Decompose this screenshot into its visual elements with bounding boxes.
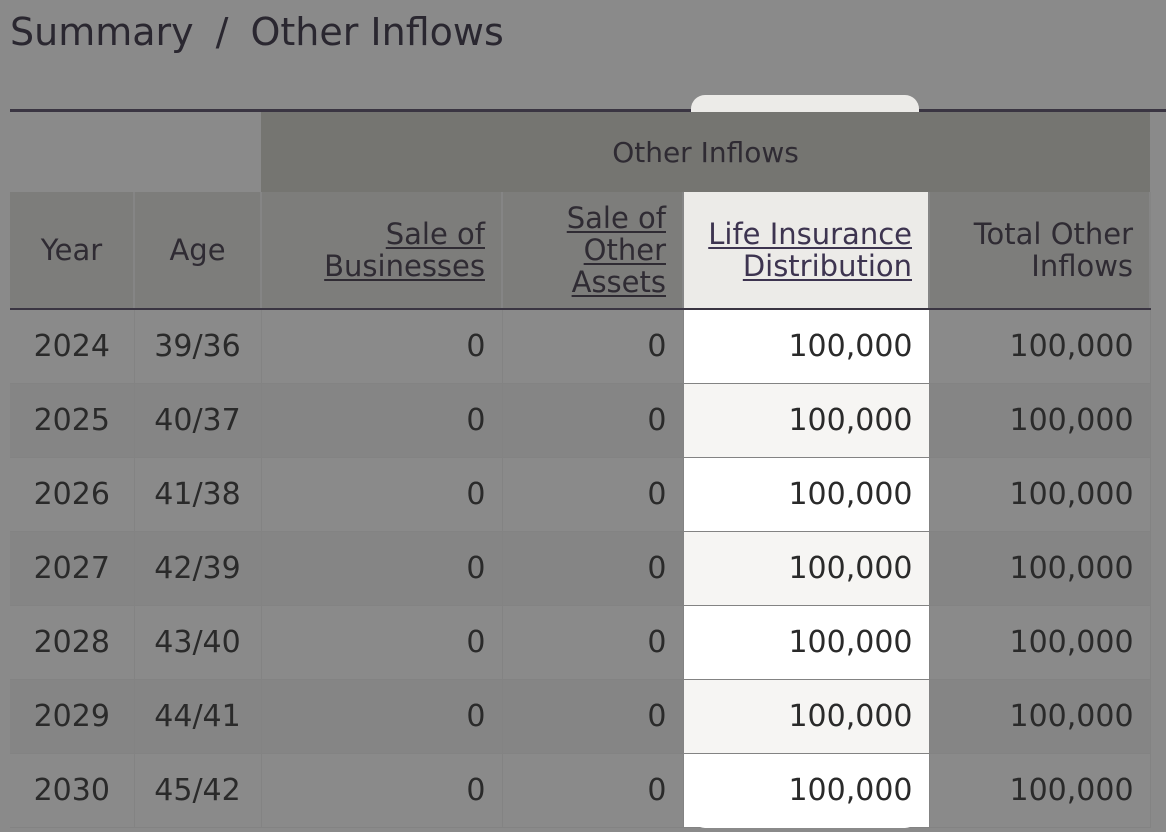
column-header-age: Age — [134, 192, 262, 310]
table-row: 2024 39/36 0 0 100,000 100,000 — [10, 309, 1151, 384]
cell-total-other-inflows: 100,000 — [929, 753, 1151, 828]
cell-sale-of-other-assets: 0 — [502, 309, 684, 384]
breadcrumb-separator: / — [215, 10, 229, 54]
highlight-top-cap — [691, 95, 919, 115]
cell-year: 2027 — [10, 531, 135, 606]
cell-life-insurance-distribution: 100,000 — [683, 679, 930, 754]
cell-sale-of-other-assets: 0 — [502, 457, 684, 532]
cell-age: 43/40 — [134, 605, 262, 680]
cell-sale-of-other-assets: 0 — [502, 679, 684, 754]
table-row: 2030 45/42 0 0 100,000 100,000 — [10, 753, 1151, 828]
table-body: 2024 39/36 0 0 100,000 100,000 2025 40/37 0 0 100,… — [10, 309, 1151, 828]
cell-sale-of-businesses: 0 — [261, 531, 503, 606]
cell-total-other-inflows: 100,000 — [929, 531, 1151, 606]
table-row: 2026 41/38 0 0 100,000 100,000 — [10, 457, 1151, 532]
group-header-other-inflows: Other Inflows — [261, 112, 1151, 192]
column-header-year: Year — [10, 192, 135, 310]
cell-year: 2028 — [10, 605, 135, 680]
cell-age: 45/42 — [134, 753, 262, 828]
cell-total-other-inflows: 100,000 — [929, 679, 1151, 754]
table-row: 2029 44/41 0 0 100,000 100,000 — [10, 679, 1151, 754]
cell-life-insurance-distribution: 100,000 — [683, 531, 930, 606]
cell-sale-of-other-assets: 0 — [502, 605, 684, 680]
cell-total-other-inflows: 100,000 — [929, 457, 1151, 532]
other-inflows-table-wrapper[interactable]: Other Inflows Year Age Sale of Businesse… — [10, 112, 1166, 832]
table-row: 2027 42/39 0 0 100,000 100,000 — [10, 531, 1151, 606]
table-top-rule — [10, 109, 1166, 112]
group-header-blank — [10, 112, 261, 192]
column-header-sale-of-other-assets[interactable]: Sale of Other Assets — [502, 192, 684, 310]
cell-year: 2025 — [10, 383, 135, 458]
breadcrumb-other-inflows: Other Inflows — [250, 10, 504, 54]
cell-sale-of-businesses: 0 — [261, 605, 503, 680]
sale-of-businesses-link[interactable]: Sale of Businesses — [324, 217, 485, 283]
cell-age: 42/39 — [134, 531, 262, 606]
cell-sale-of-other-assets: 0 — [502, 383, 684, 458]
life-insurance-distribution-link[interactable]: Life Insurance Distribution — [708, 217, 912, 283]
column-header-row: Year Age Sale of Businesses Sale of Othe… — [10, 192, 1152, 310]
breadcrumb: Summary / Other Inflows — [10, 10, 504, 54]
cell-total-other-inflows: 100,000 — [929, 383, 1151, 458]
column-header-total-other-inflows: Total Other Inflows — [929, 192, 1152, 310]
cell-sale-of-other-assets: 0 — [502, 531, 684, 606]
column-header-life-insurance-distribution[interactable]: Life Insurance Distribution — [683, 192, 930, 310]
cell-year: 2024 — [10, 309, 135, 384]
cell-total-other-inflows: 100,000 — [929, 309, 1151, 384]
cell-life-insurance-distribution: 100,000 — [683, 309, 930, 384]
highlight-bottom-cap — [691, 808, 919, 828]
cell-sale-of-businesses: 0 — [261, 383, 503, 458]
cell-life-insurance-distribution: 100,000 — [683, 383, 930, 458]
cell-life-insurance-distribution: 100,000 — [683, 457, 930, 532]
cell-age: 40/37 — [134, 383, 262, 458]
column-header-sale-of-businesses[interactable]: Sale of Businesses — [261, 192, 503, 310]
cell-life-insurance-distribution: 100,000 — [683, 605, 930, 680]
cell-total-other-inflows: 100,000 — [929, 605, 1151, 680]
cell-sale-of-businesses: 0 — [261, 753, 503, 828]
group-header-row: Other Inflows — [10, 112, 1151, 192]
cell-age: 44/41 — [134, 679, 262, 754]
cell-year: 2030 — [10, 753, 135, 828]
cell-sale-of-businesses: 0 — [261, 309, 503, 384]
table-row: 2028 43/40 0 0 100,000 100,000 — [10, 605, 1151, 680]
cell-sale-of-businesses: 0 — [261, 679, 503, 754]
cell-year: 2026 — [10, 457, 135, 532]
breadcrumb-summary[interactable]: Summary — [10, 10, 194, 54]
cell-year: 2029 — [10, 679, 135, 754]
cell-age: 39/36 — [134, 309, 262, 384]
cell-sale-of-other-assets: 0 — [502, 753, 684, 828]
table-row: 2025 40/37 0 0 100,000 100,000 — [10, 383, 1151, 458]
sale-of-other-assets-link[interactable]: Sale of Other Assets — [566, 201, 666, 299]
other-inflows-table: Other Inflows Year Age Sale of Businesse… — [10, 112, 1152, 828]
cell-age: 41/38 — [134, 457, 262, 532]
cell-sale-of-businesses: 0 — [261, 457, 503, 532]
